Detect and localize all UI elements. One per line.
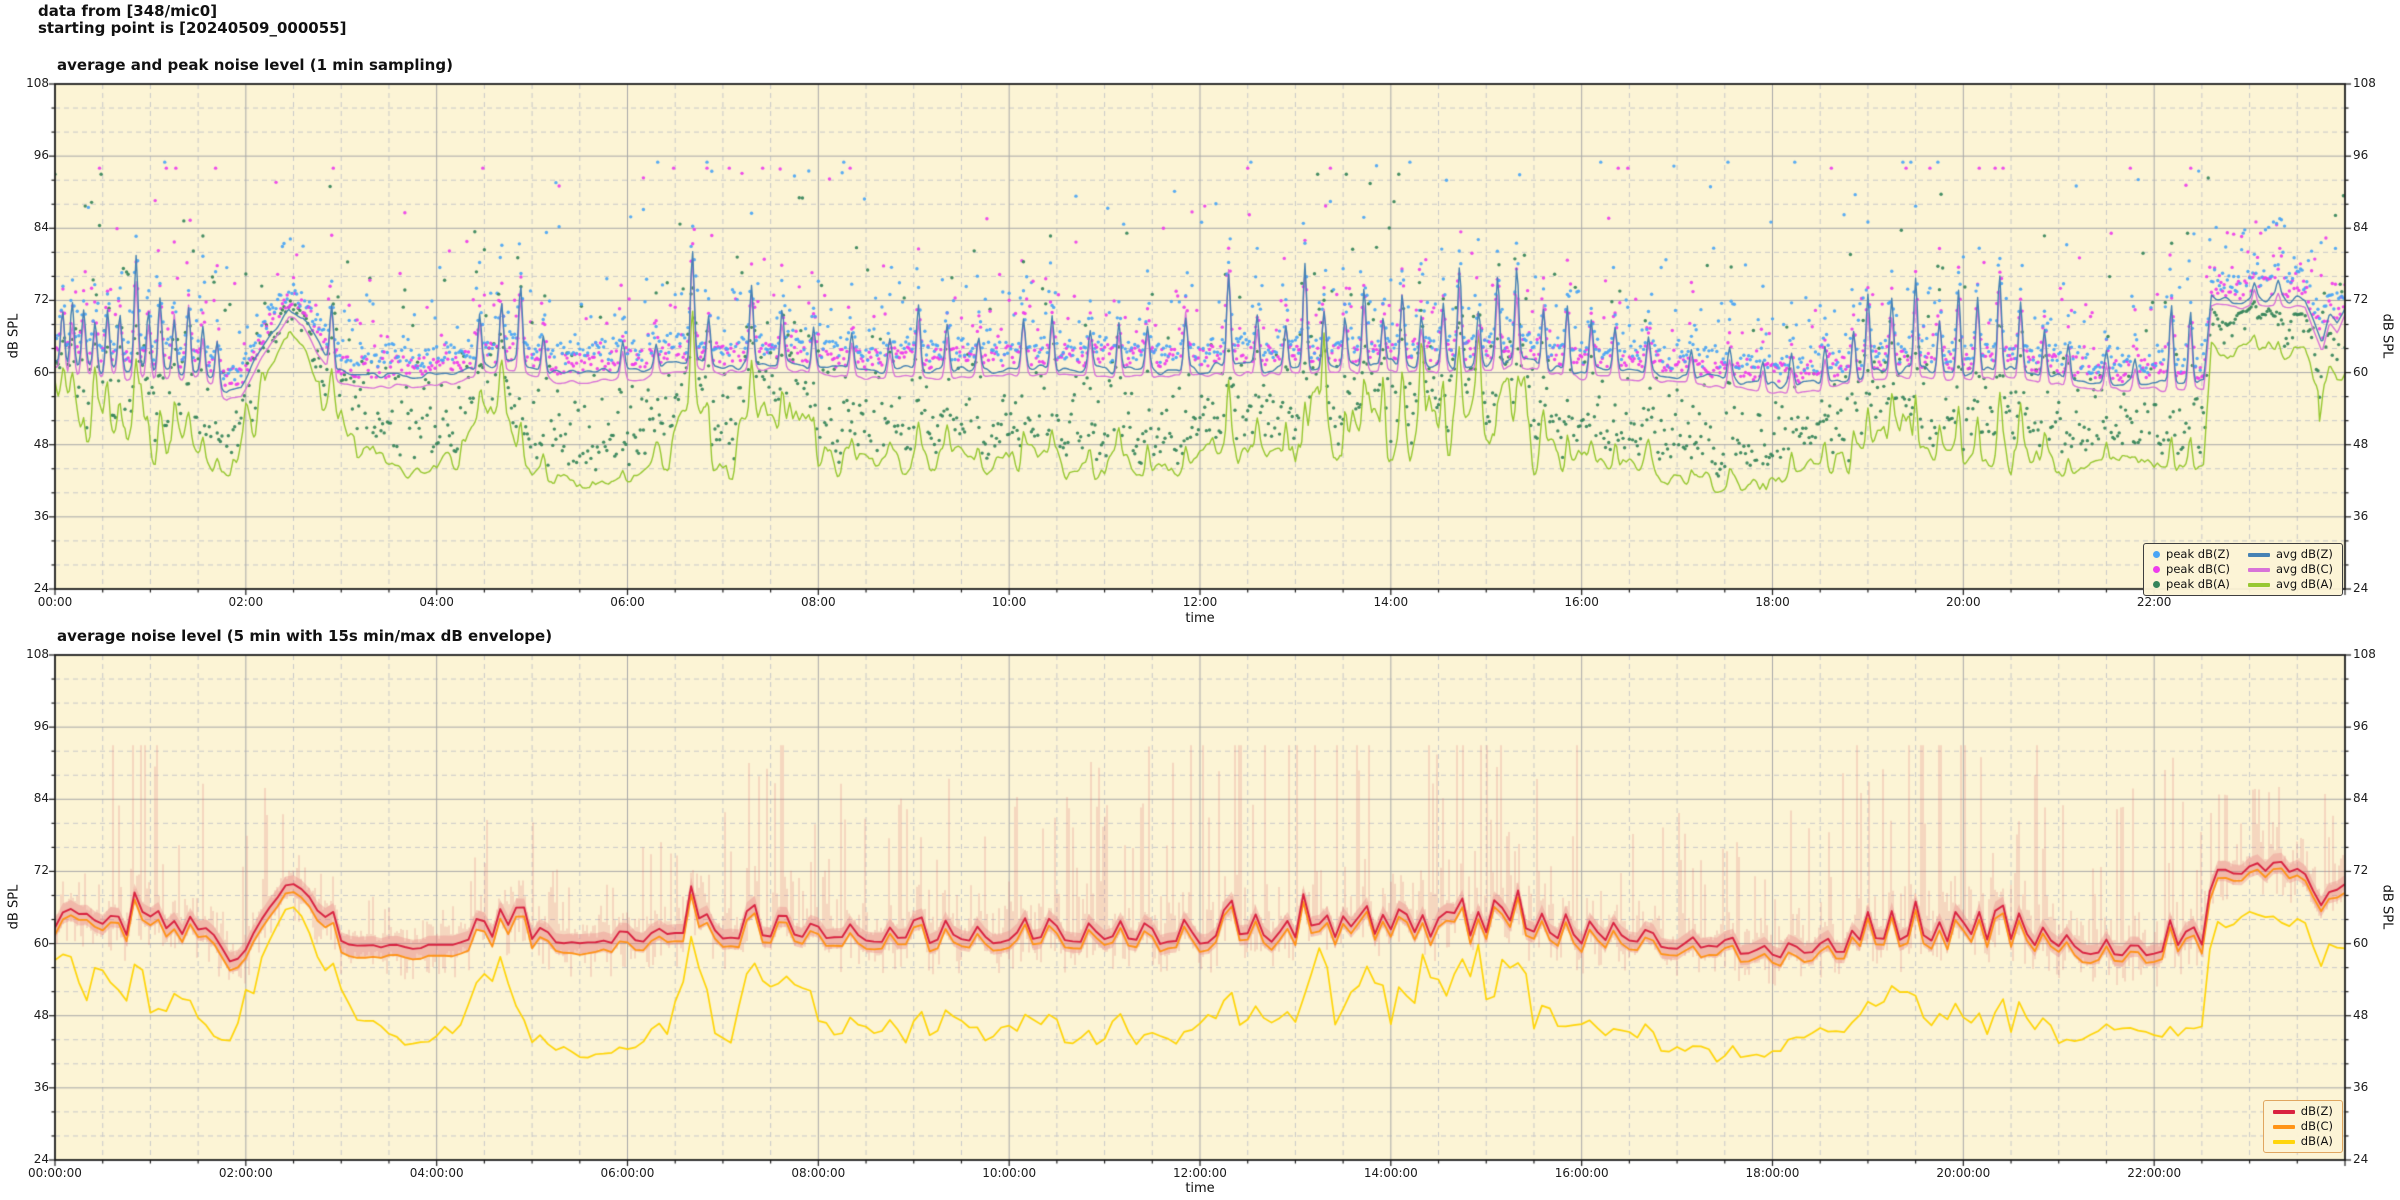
chart-1-ylabel-right: dB SPL: [2379, 313, 2395, 359]
legend-line-marker: [2272, 1109, 2295, 1114]
y-tick-label-right: 36: [2353, 508, 2369, 523]
chart-1-xlabel: time: [1185, 611, 1215, 626]
legend-label: peak dB(A): [2166, 577, 2230, 591]
legend-label: avg dB(C): [2275, 562, 2333, 576]
x-tick-label: 06:00:00: [600, 1166, 655, 1180]
header-line-2: starting point is [20240509_000055]: [38, 19, 347, 37]
legend-item-avg-db-c-: avg dB(C): [2247, 562, 2333, 576]
y-tick-label-left: 24: [33, 581, 49, 595]
y-tick-label-left: 72: [33, 292, 49, 307]
chart-2-xlabel: time: [1185, 1181, 1215, 1196]
y-tick-label-left: 36: [33, 1079, 49, 1094]
x-tick-label: 22:00:00: [2127, 1166, 2182, 1180]
legend-item-db-z-: dB(Z): [2272, 1104, 2333, 1118]
y-tick-label-left: 108: [26, 647, 49, 661]
legend-item-peak-db-c-: peak dB(C): [2153, 563, 2230, 576]
x-tick-label: 20:00:00: [1936, 1166, 1991, 1180]
chart-2-canvas: [39, 639, 2361, 1176]
x-tick-label: 04:00:00: [409, 1166, 464, 1180]
chart-1-legend: peak dB(Z) peak dB(C) peak dB(A) avg dB(Z) a…: [2143, 543, 2343, 596]
y-tick-label-left: 60: [33, 364, 49, 379]
legend-dot-marker: [2153, 566, 2161, 573]
header-line-1: data from [348/mic0]: [38, 2, 218, 20]
x-tick-label: 10:00:00: [982, 1166, 1037, 1180]
x-tick-label: 16:00:00: [1554, 1166, 1609, 1180]
legend-dot-marker: [2153, 551, 2161, 558]
legend-item-db-a-: dB(A): [2272, 1134, 2333, 1148]
legend-line-marker: [2247, 567, 2270, 572]
y-tick-label-left: 24: [33, 1152, 49, 1166]
legend-dot-marker: [2153, 581, 2161, 588]
y-tick-label-left: 108: [26, 76, 49, 90]
x-tick-label: 18:00:00: [1745, 1166, 1800, 1180]
x-tick-label: 12:00: [1182, 595, 1218, 609]
x-tick-label: 22:00: [2136, 595, 2172, 609]
legend-item-db-c-: dB(C): [2272, 1119, 2333, 1133]
legend-label: dB(A): [2300, 1134, 2333, 1148]
y-tick-label-right: 108: [2353, 76, 2376, 90]
legend-label: avg dB(Z): [2275, 547, 2333, 561]
y-tick-label-right: 96: [2353, 148, 2369, 163]
y-tick-label-left: 96: [33, 148, 49, 163]
legend-line-marker: [2247, 582, 2270, 587]
chart-2-ylabel-right: dB SPL: [2379, 884, 2395, 930]
legend-item-avg-db-z-: avg dB(Z): [2247, 547, 2333, 561]
chart-2-legend: dB(Z) dB(C) dB(A): [2262, 1100, 2343, 1153]
x-tick-label: 08:00:00: [791, 1166, 846, 1180]
chart-1-canvas: [39, 68, 2361, 605]
x-tick-label: 00:00: [37, 595, 73, 609]
y-tick-label-left: 60: [33, 935, 49, 950]
y-tick-label-left: 72: [33, 863, 49, 878]
y-tick-label-left: 36: [33, 508, 49, 523]
legend-label: peak dB(Z): [2166, 547, 2230, 561]
x-tick-label: 12:00:00: [1173, 1166, 1227, 1180]
y-tick-label-right: 72: [2353, 292, 2369, 307]
x-tick-label: 06:00: [610, 595, 645, 609]
y-tick-label-right: 48: [2353, 1007, 2369, 1022]
y-tick-label-right: 36: [2353, 1079, 2369, 1094]
legend-line-marker: [2272, 1139, 2295, 1144]
legend-label: peak dB(C): [2166, 562, 2230, 576]
legend-line-marker: [2272, 1124, 2295, 1129]
y-tick-label-left: 48: [33, 436, 49, 451]
legend-item-avg-db-a-: avg dB(A): [2247, 577, 2333, 591]
legend-item-peak-db-z-: peak dB(Z): [2153, 548, 2230, 561]
y-tick-label-right: 108: [2353, 647, 2376, 661]
y-tick-label-right: 48: [2353, 436, 2369, 451]
legend-label: dB(C): [2300, 1119, 2333, 1133]
y-tick-label-left: 96: [33, 719, 49, 734]
y-tick-label-right: 84: [2353, 791, 2369, 806]
x-tick-label: 02:00:00: [218, 1166, 273, 1180]
y-tick-label-right: 84: [2353, 220, 2369, 235]
x-tick-label: 20:00: [1946, 595, 1981, 609]
x-tick-label: 18:00: [1755, 595, 1790, 609]
x-tick-label: 10:00: [991, 595, 1027, 609]
y-tick-label-right: 60: [2353, 935, 2369, 950]
chart-1-ylabel-left: dB SPL: [6, 313, 22, 359]
y-tick-label-left: 84: [33, 791, 49, 806]
y-tick-label-left: 48: [33, 1007, 49, 1022]
x-tick-label: 14:00: [1373, 595, 1409, 609]
legend-label: dB(Z): [2300, 1104, 2333, 1118]
x-tick-label: 00:00:00: [28, 1166, 82, 1180]
x-tick-label: 16:00: [1564, 595, 1599, 609]
legend-item-peak-db-a-: peak dB(A): [2153, 578, 2230, 591]
legend-line-marker: [2247, 552, 2270, 557]
x-tick-label: 14:00:00: [1363, 1166, 1418, 1180]
y-tick-label-right: 24: [2353, 581, 2369, 595]
y-tick-label-right: 72: [2353, 863, 2369, 878]
legend-label: avg dB(A): [2275, 577, 2333, 591]
x-tick-label: 04:00: [419, 595, 454, 609]
chart-2-ylabel-left: dB SPL: [6, 884, 22, 930]
x-tick-label: 02:00: [228, 595, 264, 609]
y-tick-label-right: 96: [2353, 719, 2369, 734]
y-tick-label-right: 24: [2353, 1152, 2369, 1166]
y-tick-label-left: 84: [33, 220, 49, 235]
x-tick-label: 08:00: [801, 595, 836, 609]
y-tick-label-right: 60: [2353, 364, 2369, 379]
